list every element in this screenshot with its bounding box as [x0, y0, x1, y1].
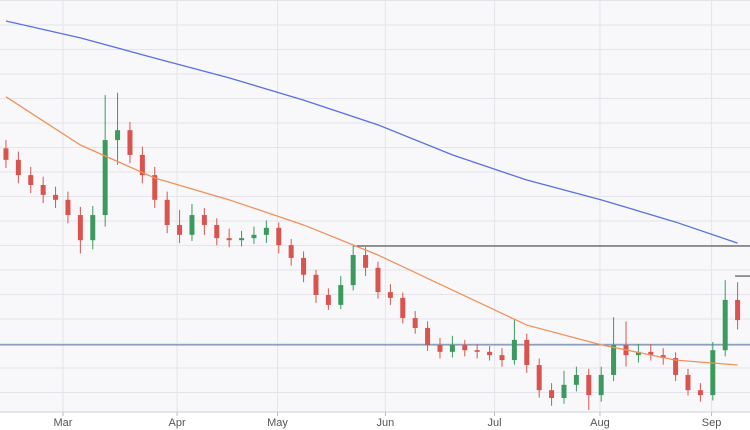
candle-body	[313, 274, 319, 295]
candle-body	[400, 297, 406, 319]
candle-body	[77, 215, 83, 241]
candle-body	[387, 292, 393, 298]
candle-body	[239, 238, 245, 241]
candle-body	[586, 374, 592, 396]
x-tick-label: Jul	[488, 417, 502, 429]
candle-body	[437, 344, 443, 352]
candle-body	[276, 227, 282, 246]
candle-body	[301, 257, 307, 275]
candle-body	[40, 184, 46, 195]
grid-pattern	[0, 0, 750, 412]
candle-body	[536, 365, 542, 391]
x-tick-label: Sep	[702, 417, 722, 429]
candle-body	[735, 299, 741, 321]
x-tick-label: Mar	[54, 417, 73, 429]
x-tick-label: May	[267, 417, 288, 429]
candle-body	[549, 390, 555, 398]
candle-body	[263, 227, 269, 235]
candle-body	[325, 294, 331, 305]
x-tick-label: Aug	[590, 417, 610, 429]
candle-body	[152, 175, 158, 200]
candle-body	[177, 224, 183, 235]
candle-body	[722, 299, 728, 351]
moving-average	[5, 20, 738, 244]
candle-body	[251, 234, 257, 239]
candle-body	[697, 390, 703, 396]
moving-average	[5, 96, 738, 366]
candle-body	[338, 285, 344, 305]
candle-body	[3, 148, 9, 160]
candle-body	[449, 344, 455, 352]
candle-body	[375, 267, 381, 293]
candle-body	[28, 175, 34, 185]
candle-body	[189, 215, 195, 235]
x-tick-label: Jun	[377, 417, 395, 429]
candle-body	[648, 351, 654, 356]
candle-body	[425, 327, 431, 345]
candle-body	[288, 245, 294, 258]
candle-body	[115, 130, 121, 141]
candle-body	[462, 344, 468, 351]
candle-body	[499, 355, 505, 361]
candle-body	[214, 224, 220, 239]
candle-body	[226, 238, 232, 241]
candle-body	[201, 215, 207, 225]
candle-body	[511, 339, 517, 361]
candle-body	[573, 374, 579, 385]
candle-body	[611, 344, 617, 375]
candle-body	[474, 350, 480, 352]
candle-body	[65, 199, 71, 216]
candle-body	[412, 318, 418, 328]
candle-body	[363, 255, 369, 268]
candle-body	[90, 215, 96, 241]
x-tick-label: Apr	[169, 417, 186, 429]
candle-body	[164, 199, 170, 225]
candle-body	[710, 350, 716, 396]
candle-body	[660, 355, 666, 359]
candle-body	[524, 339, 530, 366]
candle-body	[53, 194, 59, 200]
candle-body	[685, 374, 691, 391]
candle-body	[139, 154, 145, 176]
candle-body	[350, 255, 356, 286]
candle-body	[102, 140, 108, 216]
candle-body	[598, 374, 604, 396]
candle-body	[561, 384, 567, 398]
candle-body	[127, 130, 133, 155]
candle-body	[635, 351, 641, 356]
candle-body	[15, 159, 21, 176]
candle-body	[487, 351, 493, 356]
candle-body	[673, 358, 679, 375]
